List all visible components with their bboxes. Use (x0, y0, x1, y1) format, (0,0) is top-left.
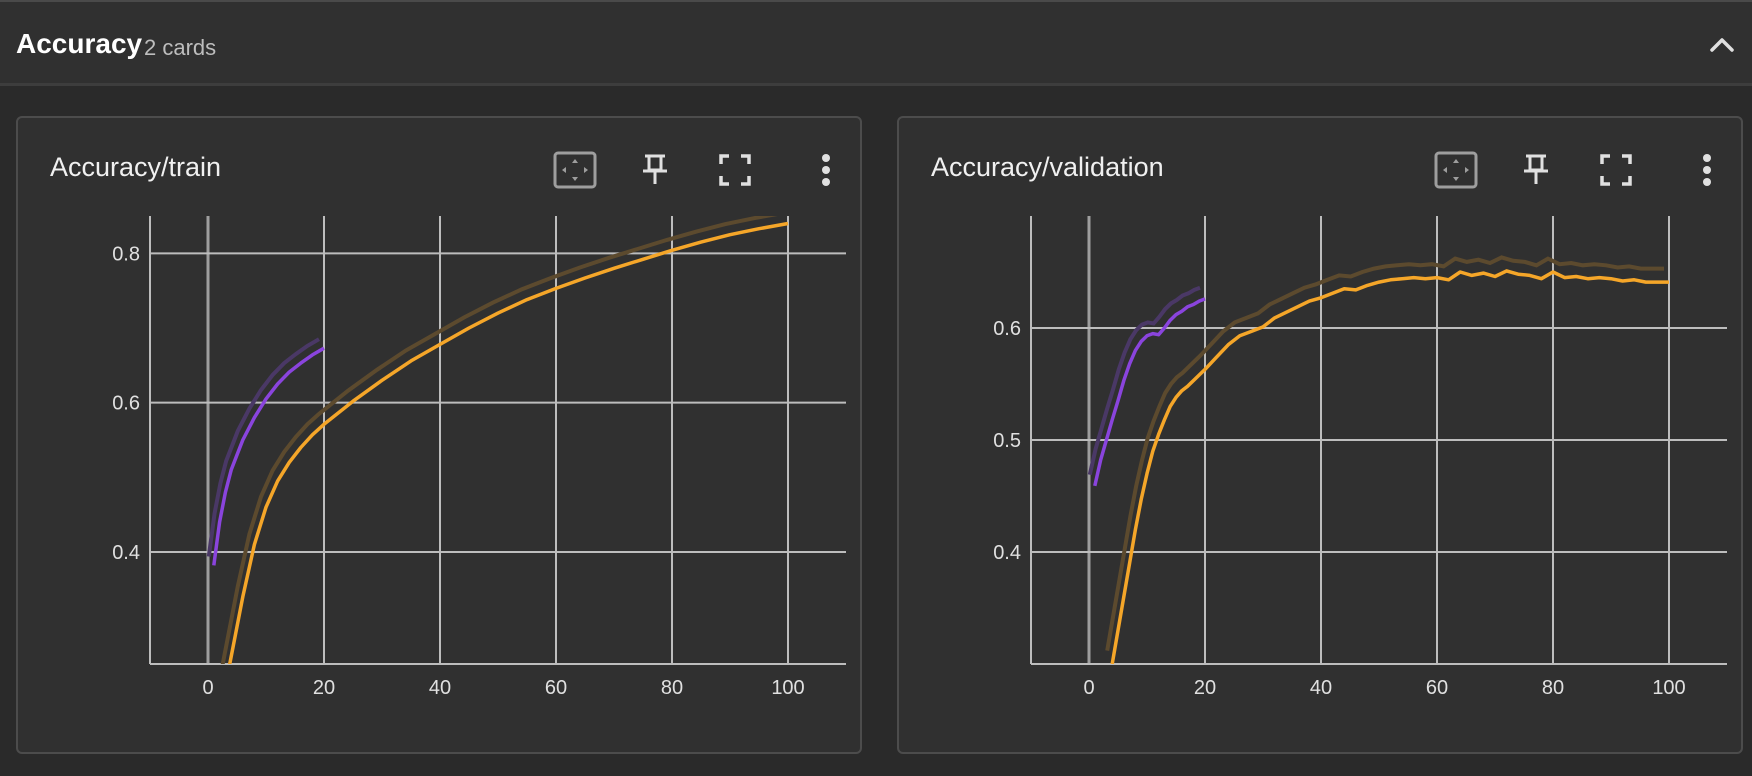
pin-icon[interactable] (1514, 150, 1558, 190)
x-tick-label: 100 (771, 677, 804, 699)
y-tick-label: 0.5 (993, 430, 1021, 452)
series-raw-line-orange (1105, 255, 1664, 651)
fit-domain-icon[interactable] (1434, 150, 1478, 190)
fit-domain-icon[interactable] (553, 150, 597, 190)
series-raw-line-purple (206, 337, 321, 557)
x-tick-label: 20 (313, 677, 335, 699)
x-tick-label: 80 (1542, 677, 1564, 699)
y-tick-label: 0.4 (993, 542, 1021, 564)
y-tick-label: 0.4 (112, 542, 140, 564)
group-title: Accuracy (16, 28, 143, 59)
x-tick-label: 80 (661, 677, 683, 699)
y-tick-label: 0.6 (112, 393, 140, 415)
pin-icon[interactable] (633, 150, 677, 190)
x-tick-label: 40 (1310, 677, 1332, 699)
series-line-orange (1110, 269, 1669, 664)
line-chart-validation[interactable]: 0 20 40 60 80 100 0.4 0.5 0.6 (899, 118, 1741, 752)
x-tick-label: 0 (1083, 677, 1094, 699)
fullscreen-icon[interactable] (713, 150, 757, 190)
more-vert-icon[interactable] (1692, 150, 1722, 190)
group-card-count: 2 cards (144, 35, 217, 60)
card-title: Accuracy/validation (931, 152, 1164, 182)
y-tick-label: 0.8 (112, 243, 140, 265)
scalar-card-train: Accuracy/train 0 20 40 60 (16, 116, 862, 754)
x-tick-label: 0 (202, 677, 213, 699)
more-vert-icon[interactable] (811, 150, 841, 190)
series-raw-line-orange (220, 216, 778, 664)
series-line-purple (212, 346, 325, 566)
series-line-purple (1093, 297, 1206, 487)
card-title: Accuracy/train (50, 152, 222, 182)
chevron-up-icon[interactable] (1704, 26, 1740, 62)
x-tick-label: 60 (1426, 677, 1448, 699)
fullscreen-icon[interactable] (1594, 150, 1638, 190)
x-tick-label: 40 (429, 677, 451, 699)
series-line-orange (227, 221, 789, 664)
y-tick-label: 0.6 (993, 318, 1021, 340)
x-tick-label: 20 (1194, 677, 1216, 699)
card-group-header[interactable]: Accuracy 2 cards (0, 0, 1752, 86)
x-tick-label: 60 (545, 677, 567, 699)
line-chart-train[interactable]: 0 20 40 60 80 100 0.4 0.6 0.8 (18, 118, 860, 752)
x-tick-label: 100 (1652, 677, 1685, 699)
series-raw-line-purple (1087, 285, 1201, 476)
